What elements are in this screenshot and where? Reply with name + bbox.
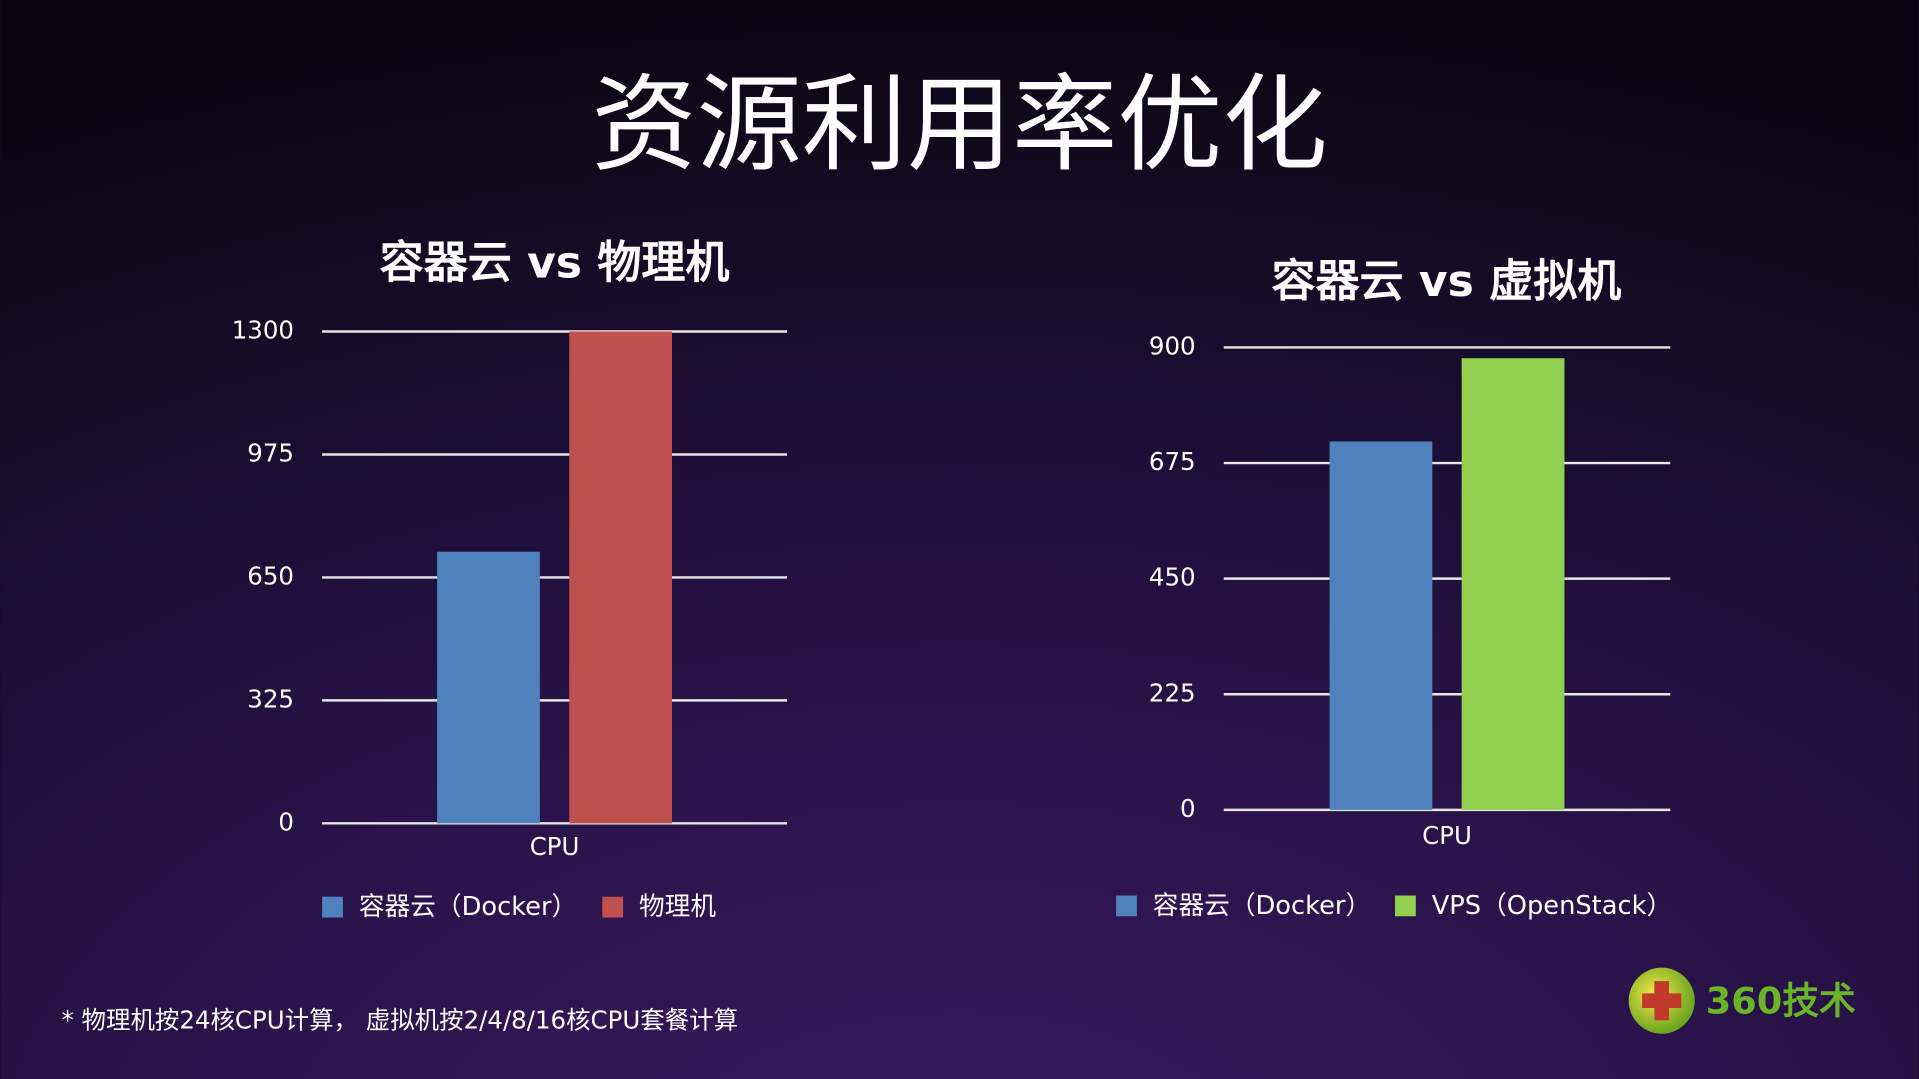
y-tick-label: 1300 [232, 316, 294, 345]
bar [1329, 441, 1433, 810]
y-tick-label: 0 [278, 807, 294, 836]
y-tick-label: 675 [1149, 447, 1196, 476]
y-tick-label: 650 [247, 561, 294, 590]
legend-swatch [1395, 895, 1416, 917]
logo-text: 360技术 [1706, 980, 1856, 1023]
legend-label: 容器云（Docker） [359, 892, 577, 922]
bar [1461, 358, 1565, 810]
bar [569, 331, 673, 824]
y-tick-label: 900 [1149, 331, 1196, 360]
x-tick-label: CPU [530, 832, 580, 861]
footnote: * 物理机按24核CPU计算， 虚拟机按2/4/8/16核CPU套餐计算 [62, 1006, 739, 1035]
chart-title: 容器云 vs 虚拟机 [1272, 256, 1622, 307]
slide-title: 资源利用率优化 [591, 63, 1327, 186]
legend-label: VPS（OpenStack） [1432, 891, 1672, 921]
y-tick-label: 225 [1149, 678, 1196, 707]
y-tick-label: 975 [247, 438, 294, 467]
chart-title: 容器云 vs 物理机 [380, 237, 730, 288]
legend-label: 容器云（Docker） [1153, 891, 1371, 921]
legend-swatch [602, 896, 624, 918]
y-tick-label: 450 [1149, 563, 1196, 592]
legend-swatch [322, 896, 343, 918]
legend-label: 物理机 [639, 892, 716, 922]
y-tick-label: 0 [1180, 794, 1196, 823]
logo: 360技术 [1628, 967, 1856, 1034]
legend-swatch [1116, 895, 1137, 917]
bar [437, 551, 540, 824]
y-tick-label: 325 [247, 684, 294, 713]
logo-cross [1642, 981, 1682, 1021]
x-tick-label: CPU [1422, 821, 1472, 850]
